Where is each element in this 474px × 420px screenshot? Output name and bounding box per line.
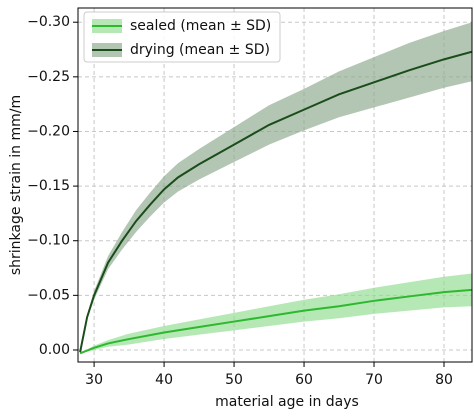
legend-label: drying (mean ± SD)	[130, 42, 270, 58]
mean-line	[79, 50, 472, 353]
legend-box	[83, 11, 281, 63]
x-tick-label: 30	[85, 372, 103, 388]
y-tick-label: −0.20	[27, 123, 70, 139]
y-tick-label: 0.00	[39, 342, 70, 358]
x-tick-label: 40	[155, 372, 173, 388]
plot-area	[79, 22, 472, 355]
legend-label: sealed (mean ± SD)	[130, 18, 271, 34]
sd-band	[80, 273, 472, 354]
y-tick-label: −0.15	[27, 178, 70, 194]
legend: sealed (mean ± SD) drying (mean ± SD)	[83, 11, 281, 63]
x-tick-label: 60	[295, 372, 313, 388]
plot-frame	[77, 7, 473, 363]
y-tick-label: −0.05	[27, 287, 70, 303]
y-axis-label: shrinkage strain in mm/m	[8, 95, 24, 275]
mean-line	[79, 288, 472, 355]
y-tick-label: −0.30	[27, 14, 70, 30]
x-axis-label: material age in days	[215, 394, 359, 410]
y-tick-label: −0.10	[27, 233, 70, 249]
sd-band	[80, 22, 472, 353]
x-tick-label: 80	[435, 372, 453, 388]
x-tick-label: 50	[225, 372, 243, 388]
x-tick-label: 70	[365, 372, 383, 388]
y-tick-label: −0.25	[27, 69, 70, 85]
